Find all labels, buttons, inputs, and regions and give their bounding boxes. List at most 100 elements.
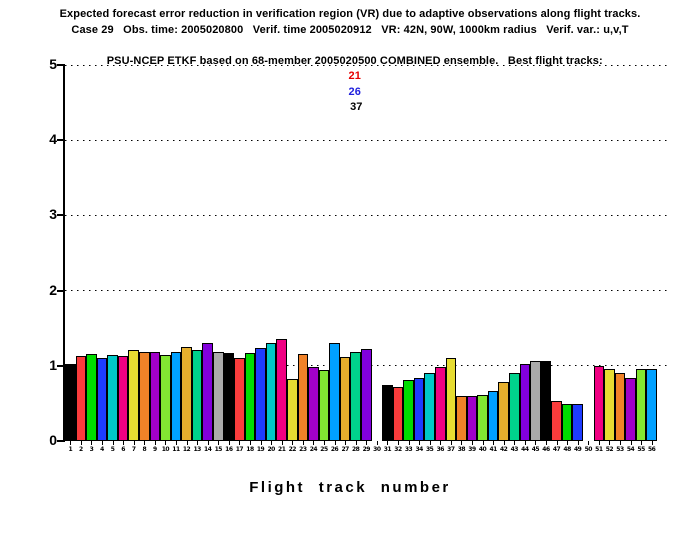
x-tick <box>123 441 125 445</box>
bar-track-13 <box>191 350 203 441</box>
x-tick-label: 21 <box>278 446 286 453</box>
x-tick-label: 19 <box>256 446 265 453</box>
bar-track-23 <box>297 353 309 441</box>
x-tick <box>545 441 547 445</box>
x-tick-label: 23 <box>299 446 307 453</box>
bar-track-38 <box>456 395 467 441</box>
x-tick <box>133 441 135 445</box>
x-tick-label: 7 <box>131 446 136 453</box>
x-tick <box>567 441 569 445</box>
bar-track-37 <box>445 357 457 441</box>
bar-track-34 <box>413 377 425 441</box>
bar-track-25 <box>318 369 330 441</box>
chart-title-line-2: Case 29 Obs. time: 2005020800 Verif. tim… <box>71 23 629 36</box>
x-tick-label: 10 <box>161 446 170 453</box>
x-tick <box>419 441 421 445</box>
bar-track-8 <box>138 352 150 441</box>
x-tick <box>619 441 621 445</box>
x-tick-label: 37 <box>447 446 455 453</box>
bar-track-45 <box>530 361 541 441</box>
x-tick <box>471 441 473 445</box>
x-tick <box>387 441 389 445</box>
bar-track-22 <box>286 378 298 441</box>
bar-track-42 <box>498 382 509 441</box>
x-tick-label: 45 <box>531 446 540 453</box>
x-tick <box>514 441 516 445</box>
x-tick-label: 26 <box>330 446 339 453</box>
bar-track-47 <box>551 401 562 441</box>
bar-track-51 <box>593 365 605 441</box>
y-tick <box>57 289 65 292</box>
x-tick-label: 8 <box>142 446 147 453</box>
bar-track-11 <box>170 352 182 441</box>
x-tick-label: 49 <box>574 446 582 453</box>
x-tick <box>313 441 315 445</box>
x-tick <box>228 441 230 445</box>
x-tick-label: 25 <box>320 446 328 453</box>
x-tick-label: 20 <box>267 446 275 453</box>
x-tick <box>112 441 114 445</box>
x-tick <box>588 441 590 445</box>
bar-track-5 <box>107 355 118 441</box>
chart-title-line-3-prefix: PSU-NCEP ETKF based on 68-member 2005020… <box>106 54 603 67</box>
bar-track-54 <box>625 377 636 441</box>
x-tick <box>609 441 611 445</box>
x-tick <box>154 441 156 445</box>
x-tick <box>376 441 378 445</box>
gridline-y2 <box>65 290 670 292</box>
bar-track-27 <box>339 356 351 441</box>
bar-track-44 <box>519 364 531 441</box>
x-tick <box>630 441 632 445</box>
y-tick-label: 3 <box>49 206 57 223</box>
x-tick <box>302 441 304 445</box>
x-tick-label: 39 <box>468 446 476 453</box>
x-tick <box>334 441 336 445</box>
x-tick-label: 42 <box>500 446 508 453</box>
x-tick <box>218 441 220 445</box>
x-tick <box>493 441 495 445</box>
x-tick <box>186 441 188 445</box>
x-tick <box>249 441 251 445</box>
bar-track-32 <box>392 386 404 441</box>
x-tick-label: 16 <box>225 446 233 453</box>
x-tick <box>366 441 368 445</box>
y-tick-label: 4 <box>49 131 57 148</box>
bar-track-6 <box>117 356 129 441</box>
x-tick-label: 5 <box>110 446 115 453</box>
x-tick-label: 14 <box>204 446 212 453</box>
x-tick <box>239 441 241 445</box>
y-tick-label: 5 <box>49 56 57 72</box>
x-tick <box>651 441 653 445</box>
x-tick <box>556 441 558 445</box>
x-tick-label: 47 <box>552 446 561 453</box>
x-tick-label: 12 <box>182 446 191 453</box>
x-tick <box>70 441 72 445</box>
x-tick <box>440 441 442 445</box>
x-tick <box>408 441 410 445</box>
x-tick <box>482 441 484 445</box>
x-tick-label: 41 <box>489 446 497 453</box>
bar-track-19 <box>255 347 266 441</box>
bar-track-20 <box>265 343 277 441</box>
x-tick <box>165 441 167 445</box>
bar-track-35 <box>424 372 435 441</box>
x-tick-label: 13 <box>193 446 201 453</box>
x-tick-label: 17 <box>235 446 244 453</box>
bar-track-2 <box>75 356 87 441</box>
bar-track-14 <box>202 342 213 441</box>
x-tick <box>207 441 209 445</box>
bar-track-49 <box>572 404 583 441</box>
best-track-number: 21 <box>348 70 361 82</box>
x-tick <box>144 441 146 445</box>
bar-track-36 <box>434 367 446 441</box>
x-tick <box>535 441 537 445</box>
x-tick-label: 44 <box>521 446 529 453</box>
y-tick <box>57 364 65 367</box>
bar-track-40 <box>477 395 488 441</box>
y-tick <box>57 64 65 66</box>
x-tick <box>641 441 643 445</box>
x-tick-label: 48 <box>563 446 571 453</box>
x-tick <box>292 441 294 445</box>
best-track-number: 26 <box>348 85 361 98</box>
bar-track-46 <box>540 360 552 441</box>
